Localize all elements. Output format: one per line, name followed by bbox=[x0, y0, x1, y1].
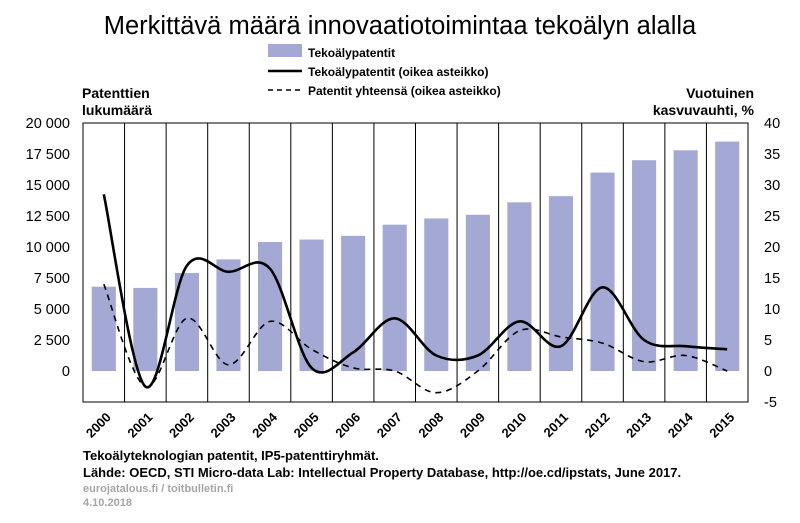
bar-2007 bbox=[382, 224, 407, 371]
legend-label: Tekoälypatentit (oikea asteikko) bbox=[308, 65, 489, 79]
plot-frame bbox=[82, 122, 749, 403]
left-tick-label: 10 000 bbox=[26, 240, 70, 256]
right-tick-label: 10 bbox=[764, 302, 780, 318]
right-tick-label: 15 bbox=[764, 271, 780, 287]
left-tick-label: 20 000 bbox=[26, 116, 70, 132]
bar-2004 bbox=[257, 242, 283, 371]
legend-label: Tekoälypatentit bbox=[308, 46, 395, 60]
left-tick-label: 2 500 bbox=[34, 333, 70, 349]
chart-title: Merkittävä määrä innovaatiotoimintaa tek… bbox=[104, 12, 697, 40]
x-tick-label: 2011 bbox=[541, 410, 572, 441]
x-tick-label: 2009 bbox=[457, 410, 488, 441]
x-tick-label: 2001 bbox=[124, 410, 155, 441]
right-tick-label: 20 bbox=[764, 240, 780, 256]
bar-2009 bbox=[465, 214, 490, 371]
right-tick-label: 25 bbox=[764, 209, 780, 225]
bar-2013 bbox=[632, 160, 657, 371]
x-tick-label: 2002 bbox=[166, 410, 197, 441]
x-tick-label: 2012 bbox=[582, 410, 613, 441]
legend-swatch-bars bbox=[268, 44, 302, 57]
bar-2001 bbox=[133, 287, 158, 371]
grid-layer bbox=[124, 123, 707, 402]
left-tick-label: 17 500 bbox=[26, 147, 70, 163]
bars-layer bbox=[91, 141, 740, 371]
x-tick-label: 2000 bbox=[83, 410, 114, 441]
x-tick-label: 2006 bbox=[332, 410, 363, 441]
x-tick-label: 2005 bbox=[291, 410, 322, 441]
x-tick-label: 2003 bbox=[208, 410, 239, 441]
lines-layer bbox=[102, 194, 728, 394]
x-tick-label: 2007 bbox=[374, 410, 405, 441]
footnote-source: Lähde: OECD, STI Micro-data Lab: Intelle… bbox=[83, 465, 682, 480]
x-tick-label: 2013 bbox=[623, 410, 654, 441]
right-tick-label: 5 bbox=[764, 333, 772, 349]
footnote-description: Tekoälyteknologian patentit, IP5-patentt… bbox=[83, 448, 379, 463]
legend-label: Patentit yhteensä (oikea asteikko) bbox=[308, 84, 501, 98]
right-tick-label: 30 bbox=[764, 178, 780, 194]
x-tick-label: 2010 bbox=[498, 410, 529, 441]
footnote-date: 4.10.2018 bbox=[83, 497, 132, 509]
x-tick-label: 2014 bbox=[665, 409, 697, 441]
left-tick-label: 5 000 bbox=[34, 302, 70, 318]
left-tick-label: 15 000 bbox=[26, 178, 70, 194]
right-tick-label: -5 bbox=[764, 395, 777, 411]
bar-2008 bbox=[424, 218, 449, 371]
bar-2010 bbox=[507, 202, 532, 371]
right-tick-label: 40 bbox=[764, 116, 780, 132]
bar-2011 bbox=[548, 196, 574, 371]
bar-2000 bbox=[91, 286, 116, 371]
right-axis-title: kasvuvauhti, % bbox=[653, 102, 755, 118]
bar-2015 bbox=[715, 141, 740, 371]
right-axis-title: Vuotuinen bbox=[686, 85, 754, 101]
left-axis-title: lukumäärä bbox=[82, 102, 152, 118]
right-tick-label: 0 bbox=[764, 364, 772, 380]
x-tick-label: 2015 bbox=[706, 410, 737, 441]
axes-layer bbox=[82, 122, 749, 403]
x-tick-label: 2004 bbox=[249, 409, 281, 441]
footnote-website: eurojatalous.fi / toitbulletin.fi bbox=[83, 483, 234, 495]
chart: 20 000 17 500 15 000 12 500 10 000 7 500 5 000… bbox=[26, 12, 781, 441]
bar-2012 bbox=[590, 172, 615, 371]
left-tick-label: 12 500 bbox=[26, 209, 70, 225]
bar-2014 bbox=[673, 150, 698, 371]
x-tick-label: 2008 bbox=[415, 410, 446, 441]
left-tick-label: 0 bbox=[62, 364, 70, 380]
series-line-ai-patents bbox=[102, 194, 728, 389]
left-tick-label: 7 500 bbox=[34, 271, 70, 287]
right-tick-label: 35 bbox=[764, 147, 780, 163]
bar-2003 bbox=[216, 259, 241, 371]
bar-2005 bbox=[299, 239, 324, 371]
left-axis-title: Patenttien bbox=[82, 85, 150, 101]
bar-2006 bbox=[341, 235, 366, 371]
